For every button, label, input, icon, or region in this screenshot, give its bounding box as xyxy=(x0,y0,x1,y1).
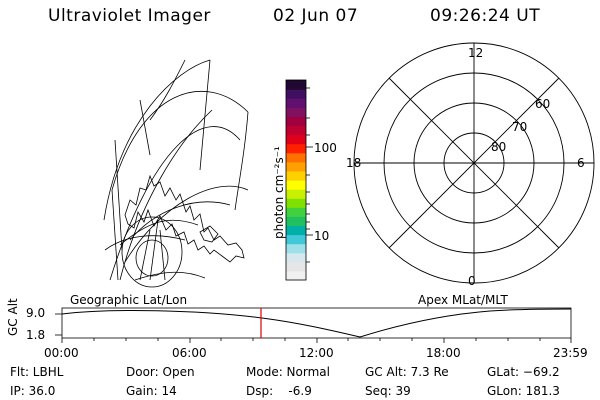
colorbar-band xyxy=(286,180,306,190)
status-ip: IP: 36.0 xyxy=(10,384,56,398)
status-seq: Seq: 39 xyxy=(365,384,411,398)
timeline-xtick-0600: 06:00 xyxy=(172,346,207,360)
coastline xyxy=(124,174,245,263)
mlat-label-60: 60 xyxy=(535,97,551,111)
colorbar-band xyxy=(286,80,306,90)
status-dsp: Dsp: -6.9 xyxy=(246,384,312,398)
colorbar-band xyxy=(286,243,306,254)
timeline-xtick-2359: 23:59 xyxy=(553,346,588,360)
mlat-label-70: 70 xyxy=(512,120,528,134)
geographic-label: Geographic Lat/Lon xyxy=(70,293,188,307)
status-door: Door: Open xyxy=(126,365,195,379)
colorbar-band xyxy=(286,234,306,245)
colorbar-band xyxy=(286,225,306,236)
polar-plot xyxy=(353,42,595,284)
status-filter: Flt: LBHL xyxy=(10,365,64,379)
status-glon: GLon: 181.3 xyxy=(487,384,560,398)
colorbar-band xyxy=(286,270,306,281)
colorbar-ticks xyxy=(306,87,313,263)
colorbar-band xyxy=(286,134,306,145)
colorbar-band xyxy=(286,98,306,108)
colorbar-band xyxy=(286,107,306,117)
colorbar-band xyxy=(286,116,306,127)
colorbar-frame xyxy=(285,79,307,281)
colorbar-band xyxy=(286,89,306,99)
geographic-map xyxy=(103,59,249,288)
timeline-xtick-0000: 00:00 xyxy=(44,346,79,360)
colorbar-band xyxy=(286,252,306,263)
timeline-ylabel: GC Alt xyxy=(6,298,20,336)
mlt-label-12: 12 xyxy=(468,46,484,60)
colorbar-band xyxy=(286,216,306,227)
colorbar-band xyxy=(286,125,306,136)
coastline-island xyxy=(199,225,219,243)
timeline-xtick-1800: 18:00 xyxy=(426,346,461,360)
colorbar-band xyxy=(286,207,306,217)
app-title: Ultraviolet Imager xyxy=(48,6,211,26)
timeline-axes xyxy=(55,307,572,343)
mlt-label-6: 6 xyxy=(577,156,585,170)
colorbar-band xyxy=(286,189,306,199)
colorbar-unit-label: photon cm⁻²s⁻¹ xyxy=(272,146,286,239)
colorbar xyxy=(286,80,306,281)
mlt-label-0: 0 xyxy=(468,274,476,288)
colorbar-band xyxy=(286,170,306,181)
altitude-trace xyxy=(61,308,572,338)
timeline-ytick-high: 9.0 xyxy=(26,306,46,320)
colorbar-band xyxy=(286,161,306,172)
date-label: 02 Jun 07 xyxy=(273,6,359,26)
timeline-xtick-1200: 12:00 xyxy=(299,346,334,360)
mlat-label-80: 80 xyxy=(491,140,507,154)
colorbar-band xyxy=(286,143,306,154)
colorbar-band xyxy=(286,198,306,208)
status-mode: Mode: Normal xyxy=(246,365,330,379)
timeline-ytick-low: 1.8 xyxy=(26,328,46,342)
colorbar-tick-10: 10 xyxy=(314,229,330,243)
time-label: 09:26:24 UT xyxy=(430,6,541,26)
colorbar-tick-100: 100 xyxy=(314,141,337,155)
colorbar-band xyxy=(286,261,306,272)
status-gain: Gain: 14 xyxy=(126,384,177,398)
status-glat: GLat: −69.2 xyxy=(487,365,560,379)
mlt-label-18: 18 xyxy=(346,156,362,170)
status-gc-alt: GC Alt: 7.3 Re xyxy=(365,365,449,379)
apex-label: Apex MLat/MLT xyxy=(418,293,508,307)
colorbar-band xyxy=(286,152,306,163)
